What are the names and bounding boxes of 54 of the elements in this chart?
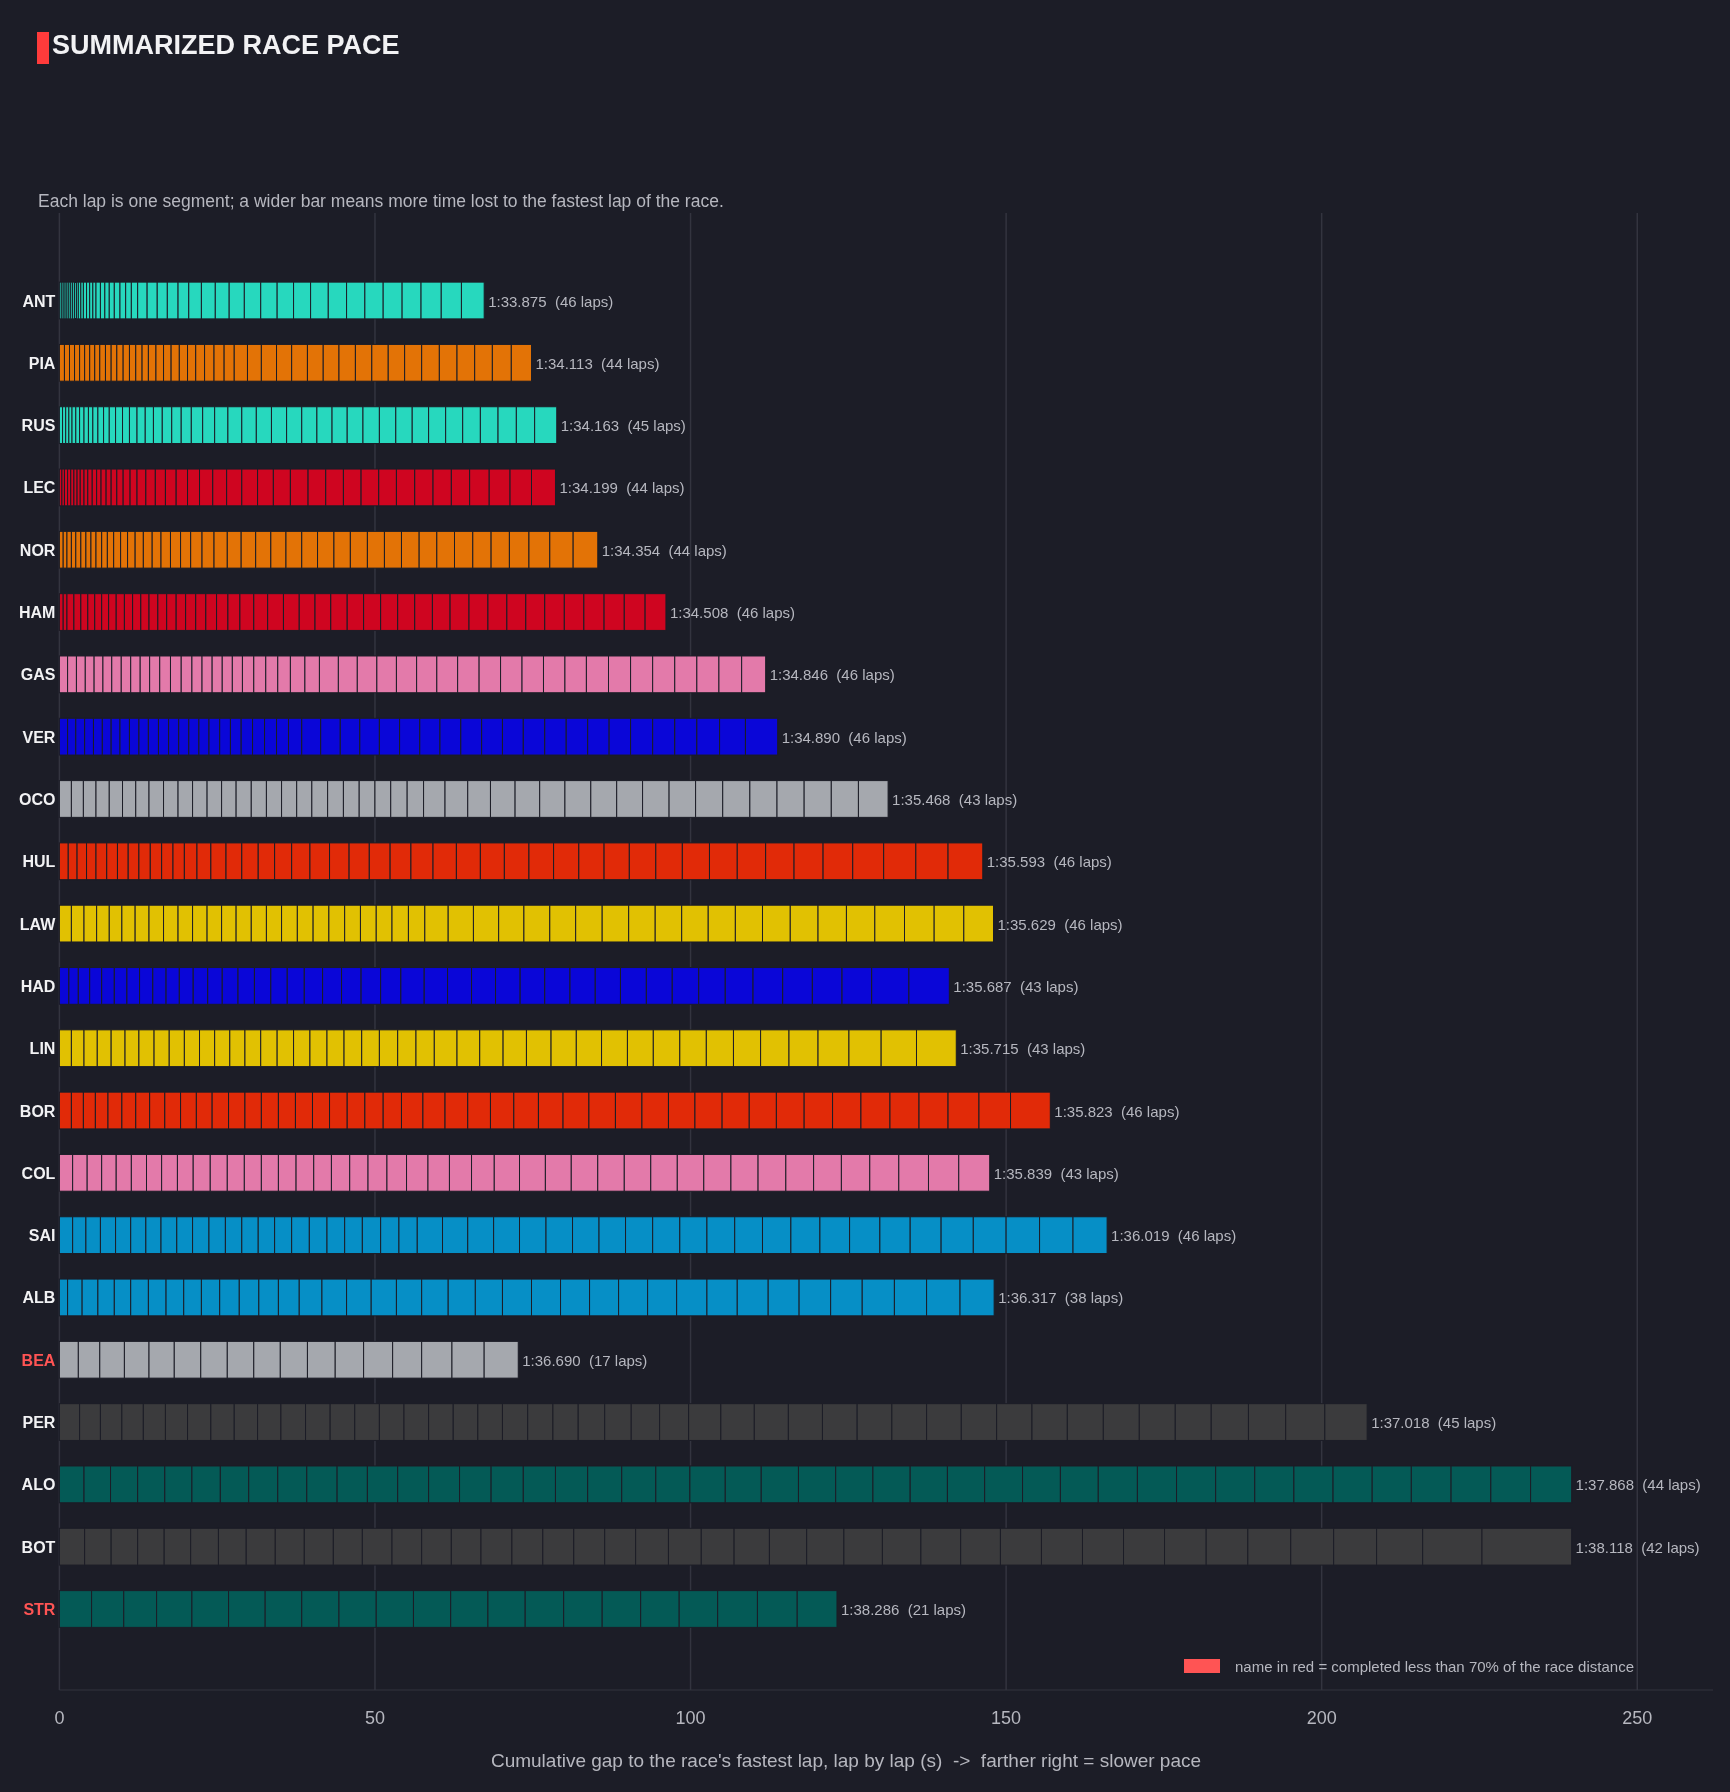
annotation: 1:37.868 (44 laps) <box>1575 1475 1701 1493</box>
y-tick-label: OCO <box>18 790 56 808</box>
y-tick-label: LAW <box>19 915 57 933</box>
y-tick-label: HAM <box>18 603 56 621</box>
annotation: 1:38.286 (21 laps) <box>840 1600 967 1618</box>
annotation: 1:36.690 (17 laps) <box>522 1351 648 1369</box>
annotation: 1:34.846 (46 laps) <box>769 665 895 683</box>
annotation: 1:33.875 (46 laps) <box>488 292 614 309</box>
chart-subtitle: Each lap is one segment; a wider bar means more time lost to the fastest lap of the race. <box>38 191 724 211</box>
y-tick-label: BEA <box>21 1351 56 1369</box>
annotation: 1:34.890 (46 laps) <box>781 728 907 746</box>
x-tick-label: 0 <box>54 1708 65 1728</box>
y-tick-label: HUL <box>22 852 56 870</box>
x-tick-label: 100 <box>675 1708 706 1728</box>
x-tick-label: 150 <box>991 1708 1022 1728</box>
annotation: 1:35.468 (43 laps) <box>892 790 1018 808</box>
x-tick-label: 50 <box>364 1708 385 1728</box>
y-tick-label: LIN <box>29 1039 56 1057</box>
chart-title: SUMMARIZED RACE PACE <box>52 30 400 60</box>
y-tick-label: NOR <box>19 541 56 559</box>
annotation: 1:34.163 (45 laps) <box>560 416 686 434</box>
annotation: 1:35.687 (43 laps) <box>953 977 1079 995</box>
y-tick-label: RUS <box>21 416 56 434</box>
y-tick-label: VER <box>22 728 56 746</box>
y-tick-label: ALB <box>22 1288 56 1306</box>
y-tick-label: BOT <box>21 1538 56 1556</box>
y-tick-label: PIA <box>28 354 56 372</box>
annotation: 1:35.839 (43 laps) <box>993 1164 1119 1182</box>
y-tick-label: PER <box>22 1413 56 1431</box>
x-axis-title: Cumulative gap to the race's fastest lap, lap by lap (s) -> farther right = slower pace <box>490 1749 1202 1771</box>
annotation: 1:34.508 (46 laps) <box>669 603 796 621</box>
y-tick-label: COL <box>21 1164 56 1182</box>
y-tick-label: HAD <box>20 977 56 995</box>
y-tick-label: ALO <box>21 1475 56 1493</box>
annotation: 1:35.823 (46 laps) <box>1054 1102 1180 1120</box>
annotation: 1:34.354 (44 laps) <box>601 541 727 559</box>
x-tick-label: 200 <box>1306 1708 1337 1728</box>
y-tick-label: STR <box>23 1600 56 1618</box>
annotation: 1:36.019 (46 laps) <box>1111 1226 1237 1244</box>
annotation: 1:37.018 (45 laps) <box>1371 1413 1497 1431</box>
annotation: 1:38.118 (42 laps) <box>1575 1538 1700 1556</box>
x-tick-label: 250 <box>1622 1708 1653 1728</box>
annotation: 1:35.715 (43 laps) <box>960 1039 1086 1057</box>
legend-label: name in red = completed less than 70% of the race distance <box>1235 1657 1635 1675</box>
annotation: 1:34.199 (44 laps) <box>559 478 685 496</box>
annotation: 1:35.593 (46 laps) <box>986 852 1112 870</box>
y-tick-label: LEC <box>23 478 56 496</box>
annotation: 1:34.113 (44 laps) <box>535 354 660 372</box>
y-tick-label: GAS <box>20 665 56 683</box>
annotation: 1:36.317 (38 laps) <box>998 1288 1124 1306</box>
y-tick-label: SAI <box>28 1226 56 1244</box>
y-tick-label: ANT <box>22 292 56 309</box>
y-tick-label: BOR <box>19 1102 56 1120</box>
annotation: 1:35.629 (46 laps) <box>997 915 1123 933</box>
